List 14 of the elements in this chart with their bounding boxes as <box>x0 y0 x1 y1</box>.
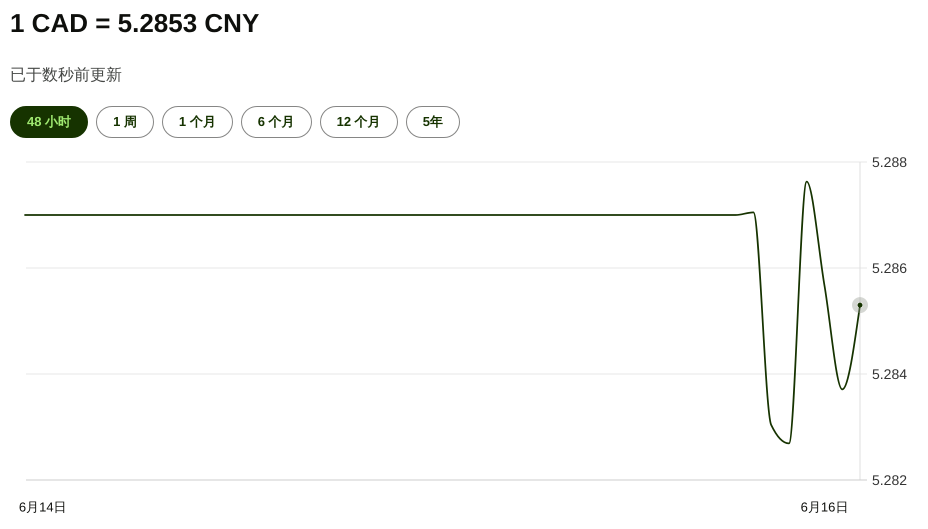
y-tick-label: 5.282 <box>872 472 908 488</box>
text: 1 周 <box>96 106 154 138</box>
text: 6 个月 <box>240 106 312 138</box>
y-tick-label: 5.288 <box>872 154 908 170</box>
y-tick-label: 5.286 <box>872 260 908 276</box>
text: 1 个月 <box>162 106 233 138</box>
chart-title: 1 CAD = 5.2853 CNY <box>10 8 260 39</box>
text: 12 个月 <box>320 106 398 138</box>
chart-subtitle: 已于数秒前更新 <box>10 66 122 86</box>
x-tick-label: 6月16日 <box>800 500 848 514</box>
text: 5年 <box>406 106 460 138</box>
x-tick-label: 6月14日 <box>18 500 67 514</box>
y-tick-label: 5.284 <box>872 366 908 382</box>
text: 48 小时 <box>10 106 88 138</box>
